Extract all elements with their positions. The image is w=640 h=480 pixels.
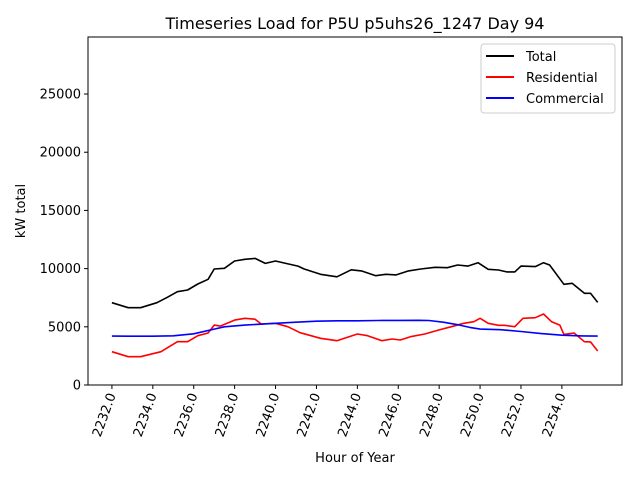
y-tick-label: 0 [73,379,81,394]
legend-label: Residential [526,71,598,86]
series-line-total [111,257,599,309]
legend-label: Total [525,50,556,65]
y-axis-label: kW total [14,184,29,238]
y-axis: 0 5000 10000 15000 20000 25000 [40,88,88,394]
x-axis-label: Hour of Year [315,451,395,466]
y-tick-label: 5000 [48,320,81,335]
plot-frame [87,36,623,386]
y-tick-label: 20000 [40,146,81,161]
series-line-commercial [111,319,598,338]
legend: Total Residential Commercial [480,43,616,114]
y-tick-label: 10000 [40,262,81,277]
legend-box [480,43,616,114]
chart-title: Timeseries Load for P5U p5uhs26_1247 Day… [165,14,545,34]
y-tick-label: 25000 [40,88,81,103]
legend-label: Commercial [526,92,604,107]
series-layer [111,257,599,358]
y-tick-label: 15000 [40,204,81,219]
